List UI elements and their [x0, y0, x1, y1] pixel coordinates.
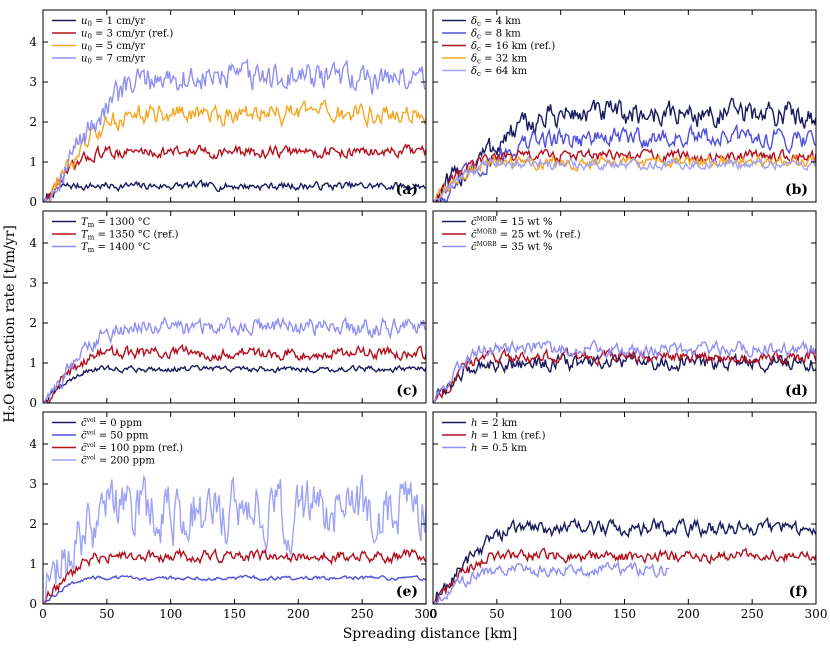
- y-tick-label: 3: [29, 75, 37, 89]
- series-line: [433, 560, 670, 604]
- panel-label: (d): [785, 383, 808, 399]
- legend-entry: c̄vol = 50 ppm: [81, 430, 149, 442]
- legend-entry: δc = 32 km: [471, 54, 528, 66]
- series-line: [43, 143, 426, 202]
- legend-entry: δc = 8 km: [471, 29, 521, 41]
- series-line: [43, 364, 426, 403]
- x-tick-label: 150: [613, 607, 636, 621]
- y-tick-label: 1: [29, 557, 37, 571]
- legend-entry: Tm = 1400 °C: [81, 242, 151, 254]
- y-tick-label: 3: [29, 477, 37, 491]
- series-line: [43, 574, 426, 604]
- x-tick-label: 100: [159, 607, 182, 621]
- x-tick-label: 300: [415, 607, 438, 621]
- legend-entry: c̄MORB = 15 wt %: [471, 216, 553, 228]
- legend-entry: u0 = 5 cm/yr: [81, 41, 145, 53]
- x-tick-label: 250: [741, 607, 764, 621]
- series-line: [43, 179, 426, 202]
- y-tick-label: 0: [29, 396, 37, 410]
- x-tick-label: 50: [489, 607, 504, 621]
- panel-label: (e): [396, 584, 418, 600]
- legend-entry: u0 = 3 cm/yr (ref.): [81, 29, 173, 41]
- chart-panel: 0 1 2 3 4 Tm = 1300 °CTm = 1350 °C (ref.)Tm =…: [29, 210, 427, 410]
- panel-label: (a): [396, 182, 418, 198]
- series-line: [433, 516, 816, 604]
- series-line: [433, 547, 816, 604]
- x-tick-label: 0: [429, 607, 437, 621]
- x-axis-label: Spreading distance [km]: [343, 626, 518, 642]
- legend-entry: δc = 64 km: [471, 66, 528, 78]
- y-tick-label: 3: [29, 276, 37, 290]
- x-tick-label: 0: [39, 607, 47, 621]
- legend-entry: Tm = 1350 °C (ref.): [81, 230, 179, 242]
- y-tick-label: 4: [29, 437, 37, 451]
- legend-entry: δc = 16 km (ref.): [471, 41, 555, 53]
- legend-entry: c̄MORB = 35 wt %: [471, 241, 553, 253]
- legend-entry: u0 = 7 cm/yr: [81, 54, 145, 66]
- series-line: [433, 347, 816, 403]
- chart-panel: 0 50 100 150 200 250 300 h = 2 km h = 1 km (ref.…: [429, 411, 828, 621]
- y-tick-label: 2: [29, 115, 37, 129]
- x-tick-label: 150: [223, 607, 246, 621]
- x-tick-label: 200: [677, 607, 700, 621]
- chart-panel: c̄MORB = 15 wt %c̄MORB = 25 wt % (ref.)c…: [432, 210, 817, 404]
- x-tick-label: 50: [99, 607, 114, 621]
- legend-entry: u0 = 1 cm/yr: [81, 16, 145, 28]
- y-tick-label: 0: [29, 597, 37, 611]
- y-tick-label: 0: [29, 195, 37, 209]
- series-line: [433, 339, 816, 403]
- y-tick-label: 1: [29, 356, 37, 370]
- panel-label: (b): [785, 182, 808, 198]
- legend-entry: h = 2 km: [471, 418, 518, 429]
- legend-entry: c̄vol = 200 ppm: [81, 455, 155, 467]
- legend-entry: Tm = 1300 °C: [81, 217, 151, 229]
- series-line: [43, 473, 426, 604]
- y-axis-label: H₂O extraction rate [t/m/yr]: [2, 225, 18, 423]
- y-tick-label: 1: [29, 155, 37, 169]
- legend-entry: δc = 4 km: [471, 16, 521, 28]
- x-tick-label: 300: [805, 607, 828, 621]
- legend-entry: h = 0.5 km: [471, 443, 527, 454]
- series-line: [433, 97, 816, 202]
- x-tick-label: 200: [287, 607, 310, 621]
- y-tick-label: 2: [29, 517, 37, 531]
- series-line: [433, 153, 816, 202]
- series-line: [43, 315, 426, 403]
- legend-entry: h = 1 km (ref.): [471, 431, 546, 442]
- series-line: [433, 155, 816, 202]
- legend-entry: c̄vol = 100 ppm (ref.): [81, 442, 183, 454]
- series-line: [43, 343, 426, 403]
- series-line: [43, 547, 426, 604]
- x-tick-label: 100: [549, 607, 572, 621]
- y-tick-label: 4: [29, 236, 37, 250]
- y-tick-label: 4: [29, 35, 37, 49]
- legend-entry: c̄vol = 0 ppm: [81, 417, 143, 429]
- y-tick-label: 2: [29, 316, 37, 330]
- panel-label: (c): [396, 383, 418, 399]
- series-line: [43, 98, 426, 202]
- series-line: [43, 58, 426, 202]
- legend-entry: c̄MORB = 25 wt % (ref.): [471, 229, 581, 241]
- panel-label: (f): [789, 584, 808, 600]
- x-tick-label: 250: [351, 607, 374, 621]
- series-line: [433, 351, 816, 403]
- plot-frame: [432, 210, 817, 404]
